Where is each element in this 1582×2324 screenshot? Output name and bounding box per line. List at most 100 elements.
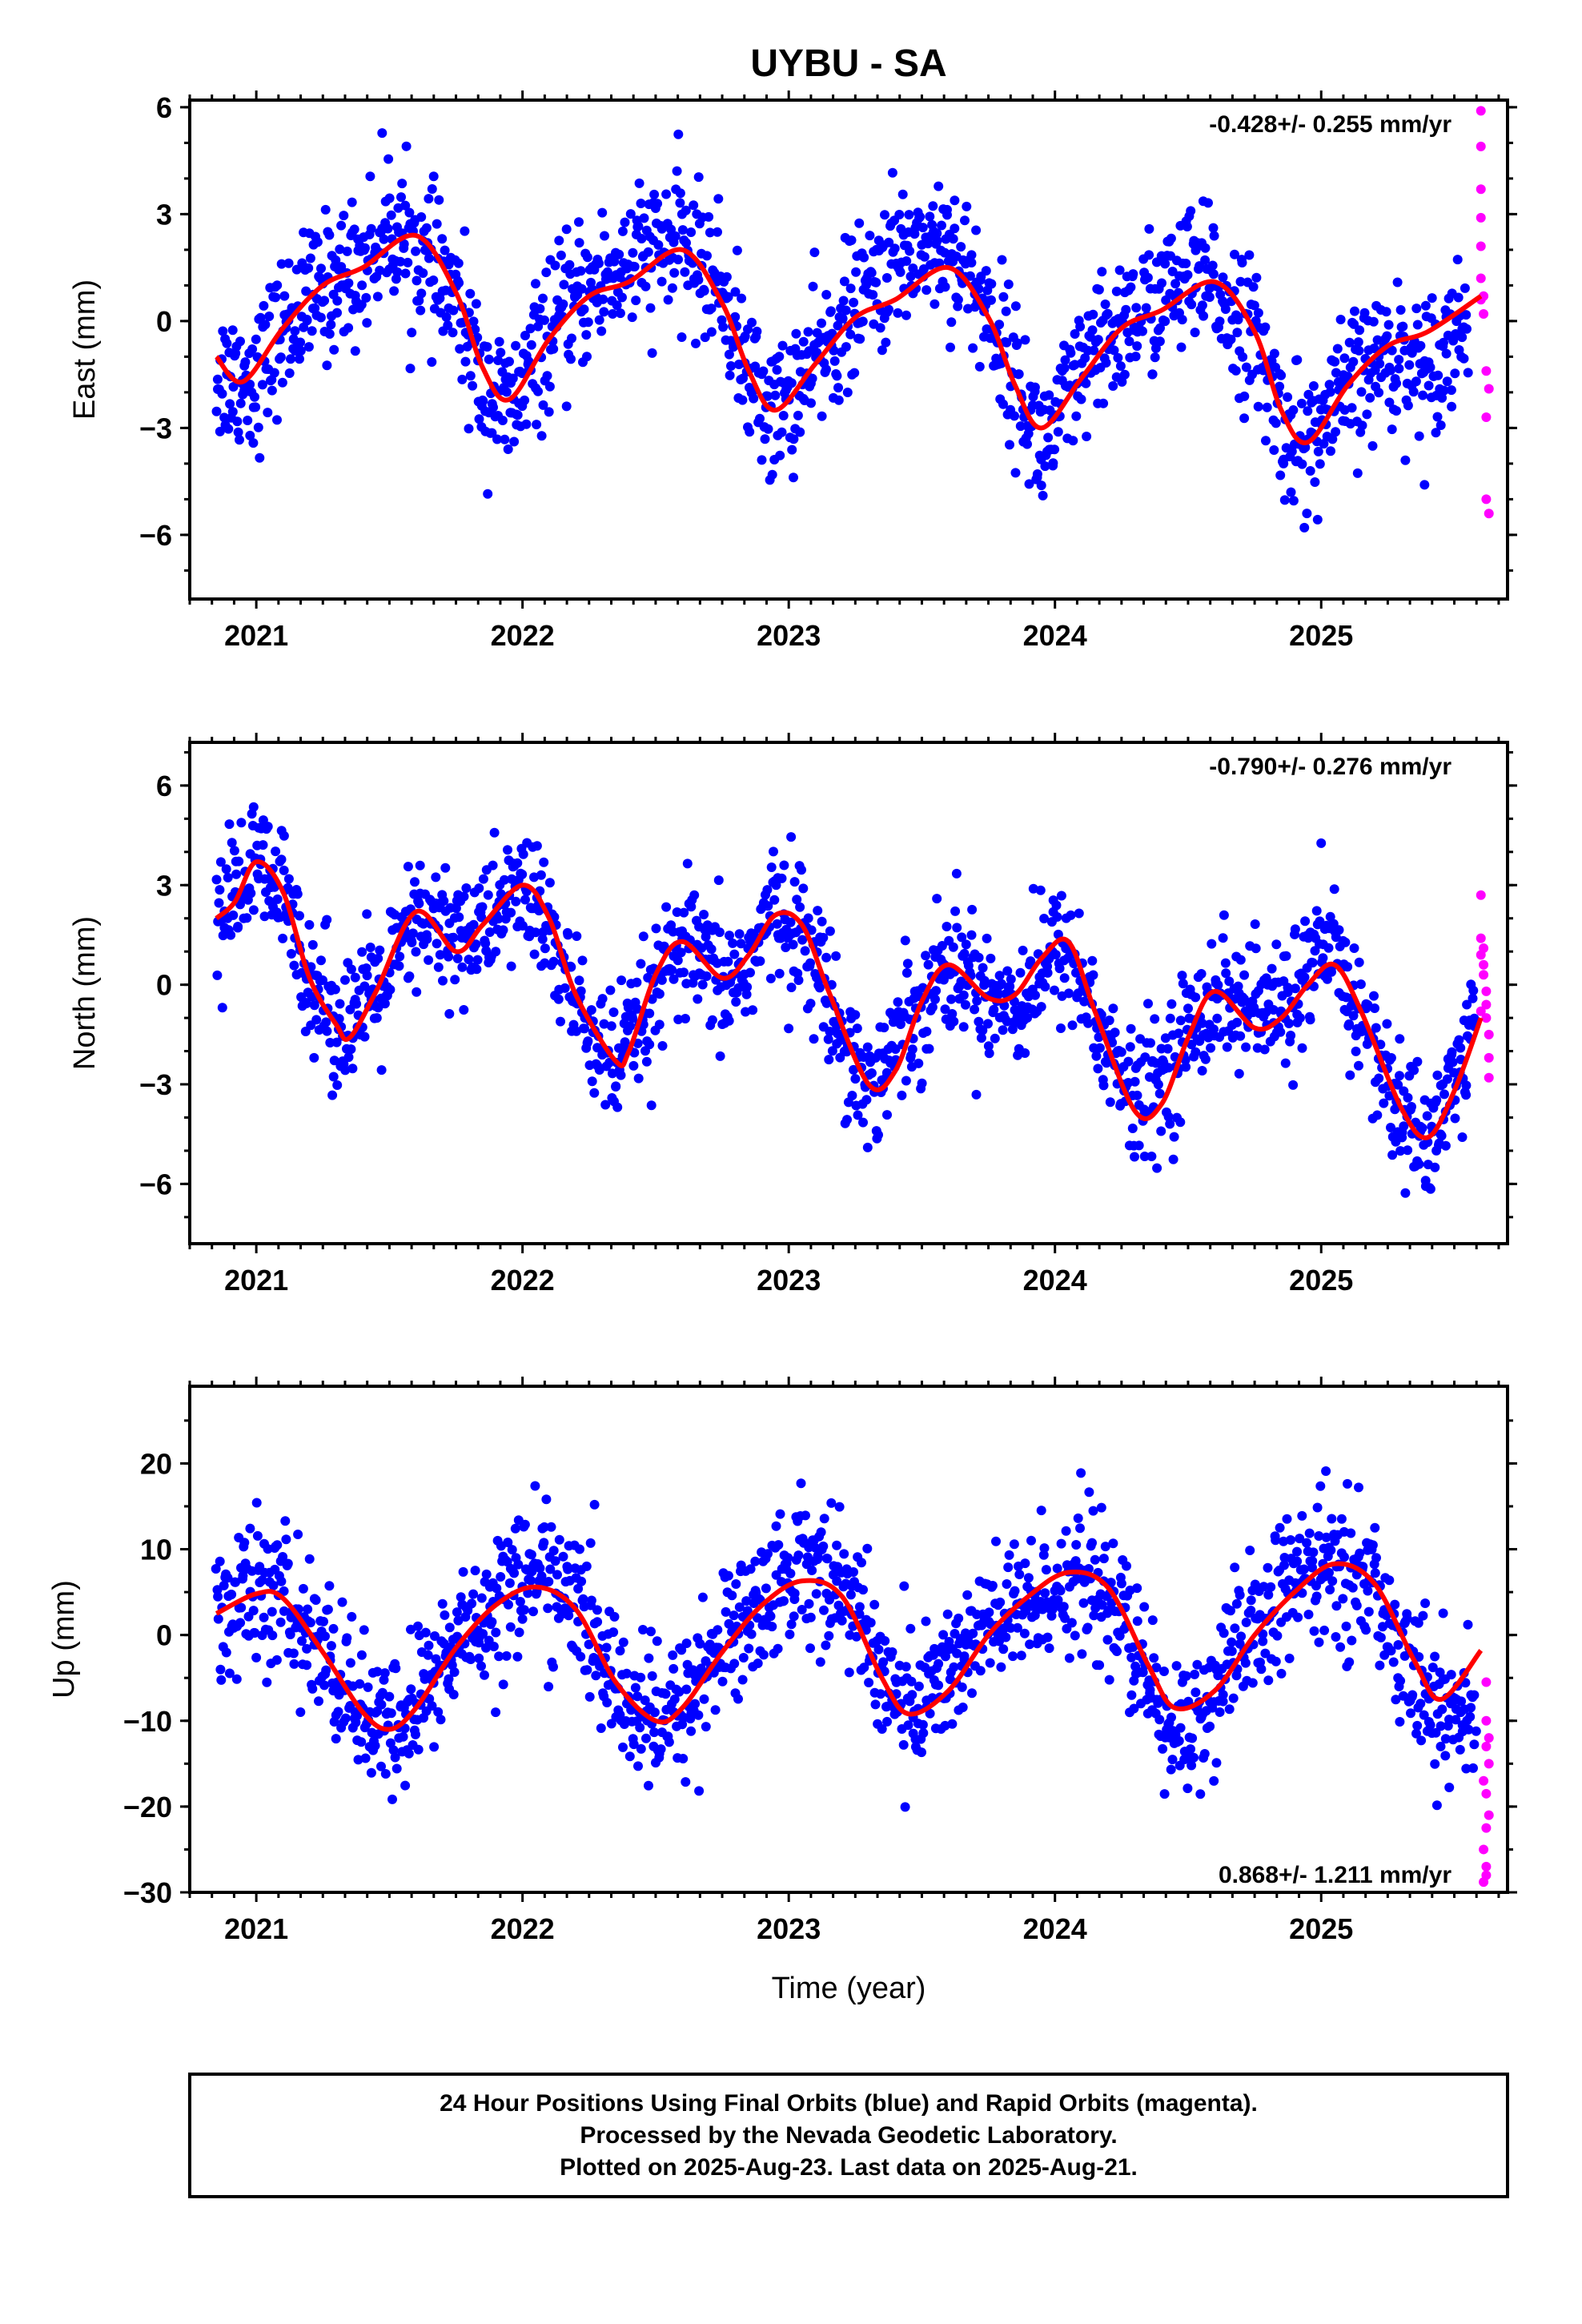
final-orbit-point: [686, 1726, 697, 1736]
final-orbit-point: [1290, 924, 1300, 935]
final-orbit-point: [1108, 381, 1118, 391]
final-orbit-point: [644, 1008, 655, 1019]
final-orbit-point: [1259, 1044, 1270, 1055]
final-orbit-point: [1435, 1741, 1446, 1751]
final-orbit-point: [890, 1044, 901, 1054]
final-orbit-point: [1295, 1013, 1305, 1023]
final-orbit-point: [211, 875, 222, 885]
final-orbit-point: [235, 1618, 246, 1628]
final-orbit-point: [396, 256, 406, 267]
final-orbit-point: [966, 258, 977, 267]
final-orbit-point: [1246, 1606, 1256, 1615]
final-orbit-point: [998, 1025, 1008, 1035]
final-orbit-point: [827, 1046, 837, 1056]
final-orbit-point: [302, 315, 312, 324]
final-orbit-point: [1174, 1028, 1184, 1039]
final-orbit-point: [295, 337, 306, 348]
final-orbit-point: [1191, 1687, 1201, 1698]
final-orbit-point: [1221, 968, 1231, 979]
final-orbit-point: [262, 1677, 272, 1687]
final-orbit-point: [1430, 1651, 1440, 1662]
final-orbit-point: [1372, 335, 1383, 345]
final-orbit-point: [937, 941, 947, 951]
final-orbit-point: [1402, 1614, 1412, 1624]
final-orbit-point: [1353, 337, 1363, 348]
final-orbit-point: [311, 1595, 321, 1605]
final-orbit-point: [837, 1615, 847, 1626]
final-orbit-point: [229, 846, 239, 856]
rapid-orbit-point: [1484, 1733, 1494, 1743]
final-orbit-point: [271, 292, 281, 303]
final-orbit-point: [333, 1707, 343, 1717]
final-orbit-point: [1331, 1601, 1342, 1611]
final-orbit-point: [800, 946, 810, 956]
final-orbit-point: [413, 1744, 424, 1755]
final-orbit-point: [424, 194, 434, 204]
final-orbit-point: [504, 356, 514, 367]
final-orbit-point: [307, 991, 317, 1002]
final-orbit-point: [320, 204, 331, 215]
final-orbit-point: [788, 939, 798, 950]
final-orbit-point: [1440, 1734, 1451, 1744]
y-tick-label: 3: [156, 869, 172, 902]
final-orbit-point: [893, 308, 903, 318]
final-orbit-point: [302, 1643, 312, 1654]
final-orbit-point: [1070, 329, 1080, 339]
final-orbit-point: [825, 1027, 835, 1036]
final-orbit-point: [661, 189, 672, 199]
rapid-orbit-point: [1481, 1861, 1492, 1872]
final-orbit-point: [677, 225, 688, 235]
final-orbit-point: [332, 296, 343, 306]
final-orbit-point: [289, 1659, 299, 1669]
final-orbit-point: [1110, 1027, 1120, 1038]
final-orbit-point: [1375, 1660, 1385, 1671]
final-orbit-point: [577, 955, 588, 966]
final-orbit-point: [990, 1033, 1000, 1043]
final-orbit-point: [744, 1643, 754, 1654]
rapid-orbit-point: [1479, 1844, 1489, 1855]
final-orbit-point: [276, 259, 287, 269]
final-orbit-point: [1386, 1053, 1396, 1063]
final-orbit-point: [1018, 945, 1028, 955]
final-orbit-point: [899, 1581, 909, 1591]
final-orbit-point: [466, 1655, 476, 1664]
final-orbit-point: [621, 1668, 632, 1679]
final-orbit-point: [1076, 394, 1086, 404]
final-orbit-point: [690, 1699, 701, 1709]
final-orbit-point: [546, 1522, 556, 1532]
final-orbit-point: [994, 989, 1004, 999]
final-orbit-point: [1022, 439, 1032, 449]
final-orbit-point: [841, 305, 851, 316]
final-orbit-point: [750, 1556, 761, 1566]
final-orbit-point: [257, 380, 267, 390]
final-orbit-point: [1288, 405, 1299, 415]
final-orbit-point: [785, 1568, 796, 1578]
final-orbit-point: [211, 1564, 221, 1574]
final-orbit-point: [1431, 1727, 1441, 1738]
final-orbit-point: [213, 1591, 223, 1602]
final-orbit-point: [579, 304, 589, 315]
final-orbit-point: [400, 200, 411, 211]
final-orbit-point: [405, 364, 416, 374]
final-orbit-point: [615, 1646, 625, 1656]
final-orbit-point: [305, 1618, 315, 1628]
final-orbit-point: [491, 1707, 501, 1718]
final-orbit-point: [1041, 1565, 1051, 1575]
final-orbit-point: [1087, 1538, 1097, 1548]
final-orbit-point: [789, 1588, 800, 1598]
final-orbit-point: [880, 1636, 890, 1646]
final-orbit-point: [1040, 461, 1050, 472]
final-orbit-point: [467, 1598, 477, 1609]
final-orbit-point: [797, 865, 806, 875]
final-orbit-point: [216, 1675, 227, 1685]
final-orbit-point: [1370, 1522, 1380, 1533]
final-orbit-point: [459, 1005, 469, 1015]
final-orbit-point: [864, 1678, 874, 1687]
final-orbit-point: [526, 340, 536, 350]
final-orbit-point: [1212, 1013, 1223, 1023]
final-orbit-point: [1419, 1710, 1429, 1720]
final-orbit-point: [1160, 259, 1170, 269]
final-orbit-point: [673, 129, 684, 139]
final-orbit-point: [1010, 1586, 1020, 1596]
final-orbit-point: [372, 1667, 383, 1677]
